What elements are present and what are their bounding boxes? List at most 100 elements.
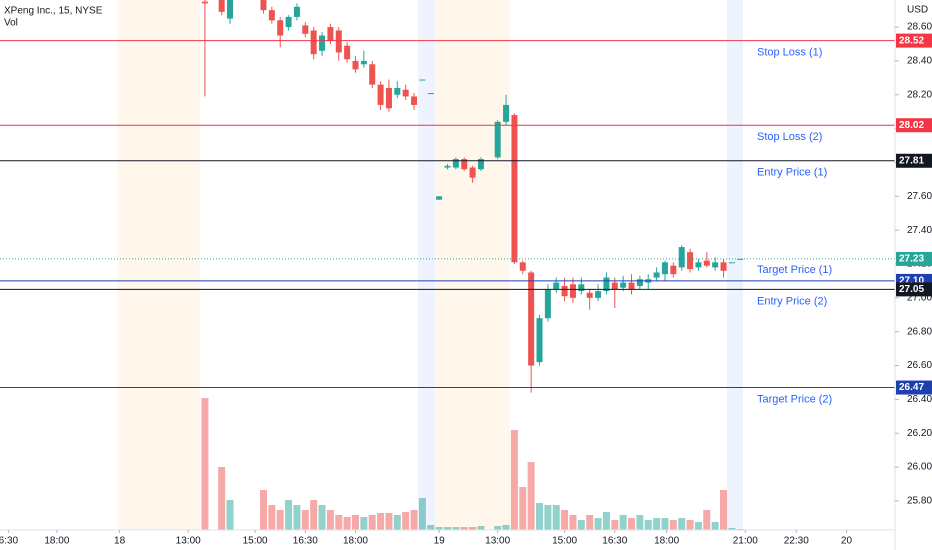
volume-bar	[335, 515, 343, 530]
volume-bar	[561, 510, 569, 530]
volume-bar	[586, 515, 594, 530]
y-tick-label: 28.60	[907, 22, 932, 33]
volume-bar	[653, 518, 661, 530]
candle-body	[578, 284, 585, 292]
volume-bar	[728, 528, 736, 530]
volume-bar	[418, 498, 426, 530]
candle-body	[302, 25, 309, 34]
candle-body	[528, 272, 535, 366]
candle-body	[544, 289, 551, 319]
volume-bar	[552, 505, 560, 530]
y-tick-label: 25.80	[907, 496, 932, 507]
y-tick-label: 28.20	[907, 89, 932, 100]
level-label: Entry Price (2)	[757, 295, 827, 307]
volume-bar	[310, 500, 318, 530]
level-value: 26.47	[899, 382, 924, 393]
volume-bar	[686, 520, 694, 530]
session-shade	[435, 0, 510, 530]
volume-bar	[385, 513, 393, 530]
volume-bar	[452, 527, 460, 530]
candle-body	[452, 159, 459, 168]
level-badge	[896, 380, 932, 395]
volume-bar	[318, 505, 326, 530]
volume-bar	[569, 515, 577, 530]
volume-bar	[259, 490, 267, 530]
x-tick-label: 13:00	[176, 536, 201, 547]
volume-bar	[720, 490, 728, 530]
volume-bar	[644, 520, 652, 530]
candle-body	[427, 93, 434, 95]
x-tick-label: 6:30	[0, 536, 19, 547]
candle-body	[603, 277, 610, 292]
candle-body	[201, 1, 208, 4]
volume-bar	[301, 510, 309, 530]
last-price-value: 27.23	[899, 254, 924, 265]
candle-body	[620, 282, 627, 288]
volume-bar	[377, 513, 385, 530]
candle-body	[595, 291, 602, 298]
candle-body	[469, 167, 476, 178]
candle-body	[653, 272, 660, 278]
volume-bar	[293, 505, 301, 530]
candle-body	[218, 0, 225, 12]
candle-body	[360, 60, 367, 65]
volume-legend: Vol	[4, 18, 18, 29]
x-tick-label: 18:00	[654, 536, 679, 547]
level-value: 27.10	[899, 276, 924, 287]
candle-body	[628, 282, 635, 290]
volume-bar	[519, 487, 527, 530]
x-tick-label: 20	[841, 536, 853, 547]
x-tick-label: 13:00	[485, 536, 510, 547]
candle-body	[536, 318, 543, 363]
volume-bar	[201, 398, 209, 530]
level-value: 27.05	[899, 284, 924, 295]
level-label: Stop Loss (1)	[757, 47, 822, 59]
candle-body	[319, 35, 326, 51]
level-badge	[896, 282, 932, 297]
level-value: 28.02	[899, 120, 924, 131]
candle-body	[369, 64, 376, 85]
volume-bar	[678, 518, 686, 530]
volume-bar	[285, 500, 293, 530]
level-label: Stop Loss (2)	[757, 131, 822, 143]
volume-bar	[460, 527, 468, 530]
candle-body	[561, 286, 568, 297]
candle-body	[461, 159, 468, 170]
level-badge	[896, 153, 932, 168]
candle-body	[728, 262, 735, 264]
level-label: Target Price (1)	[757, 264, 832, 276]
volume-bar	[393, 515, 401, 530]
x-tick-label: 15:00	[243, 536, 268, 547]
candle-body	[519, 262, 526, 271]
y-tick-label: 26.40	[907, 394, 932, 405]
volume-bar	[268, 505, 276, 530]
candle-body	[477, 159, 484, 170]
volume-bar	[410, 510, 418, 530]
candle-body	[636, 279, 643, 286]
candle-body	[260, 0, 267, 11]
volume-bar	[351, 515, 359, 530]
volume-bar	[619, 515, 627, 530]
session-shade	[118, 0, 200, 530]
volume-bar	[502, 525, 510, 530]
volume-bar	[711, 522, 719, 530]
volume-bar	[477, 526, 485, 530]
volume-bar	[544, 505, 552, 530]
volume-bar	[703, 510, 711, 530]
candle-body	[720, 262, 727, 271]
candle-body	[503, 104, 510, 122]
candle-body	[310, 30, 317, 55]
level-value: 28.52	[899, 35, 924, 46]
volume-bar	[636, 515, 644, 530]
candle-body	[402, 89, 409, 97]
candle-body	[494, 121, 501, 158]
x-tick-label: 19	[434, 536, 446, 547]
candle-body	[377, 84, 384, 105]
last-price-badge	[896, 251, 932, 266]
volume-bar	[510, 430, 518, 530]
x-tick-label: 18	[114, 536, 126, 547]
candle-body	[511, 115, 518, 263]
candle-body	[687, 252, 694, 270]
